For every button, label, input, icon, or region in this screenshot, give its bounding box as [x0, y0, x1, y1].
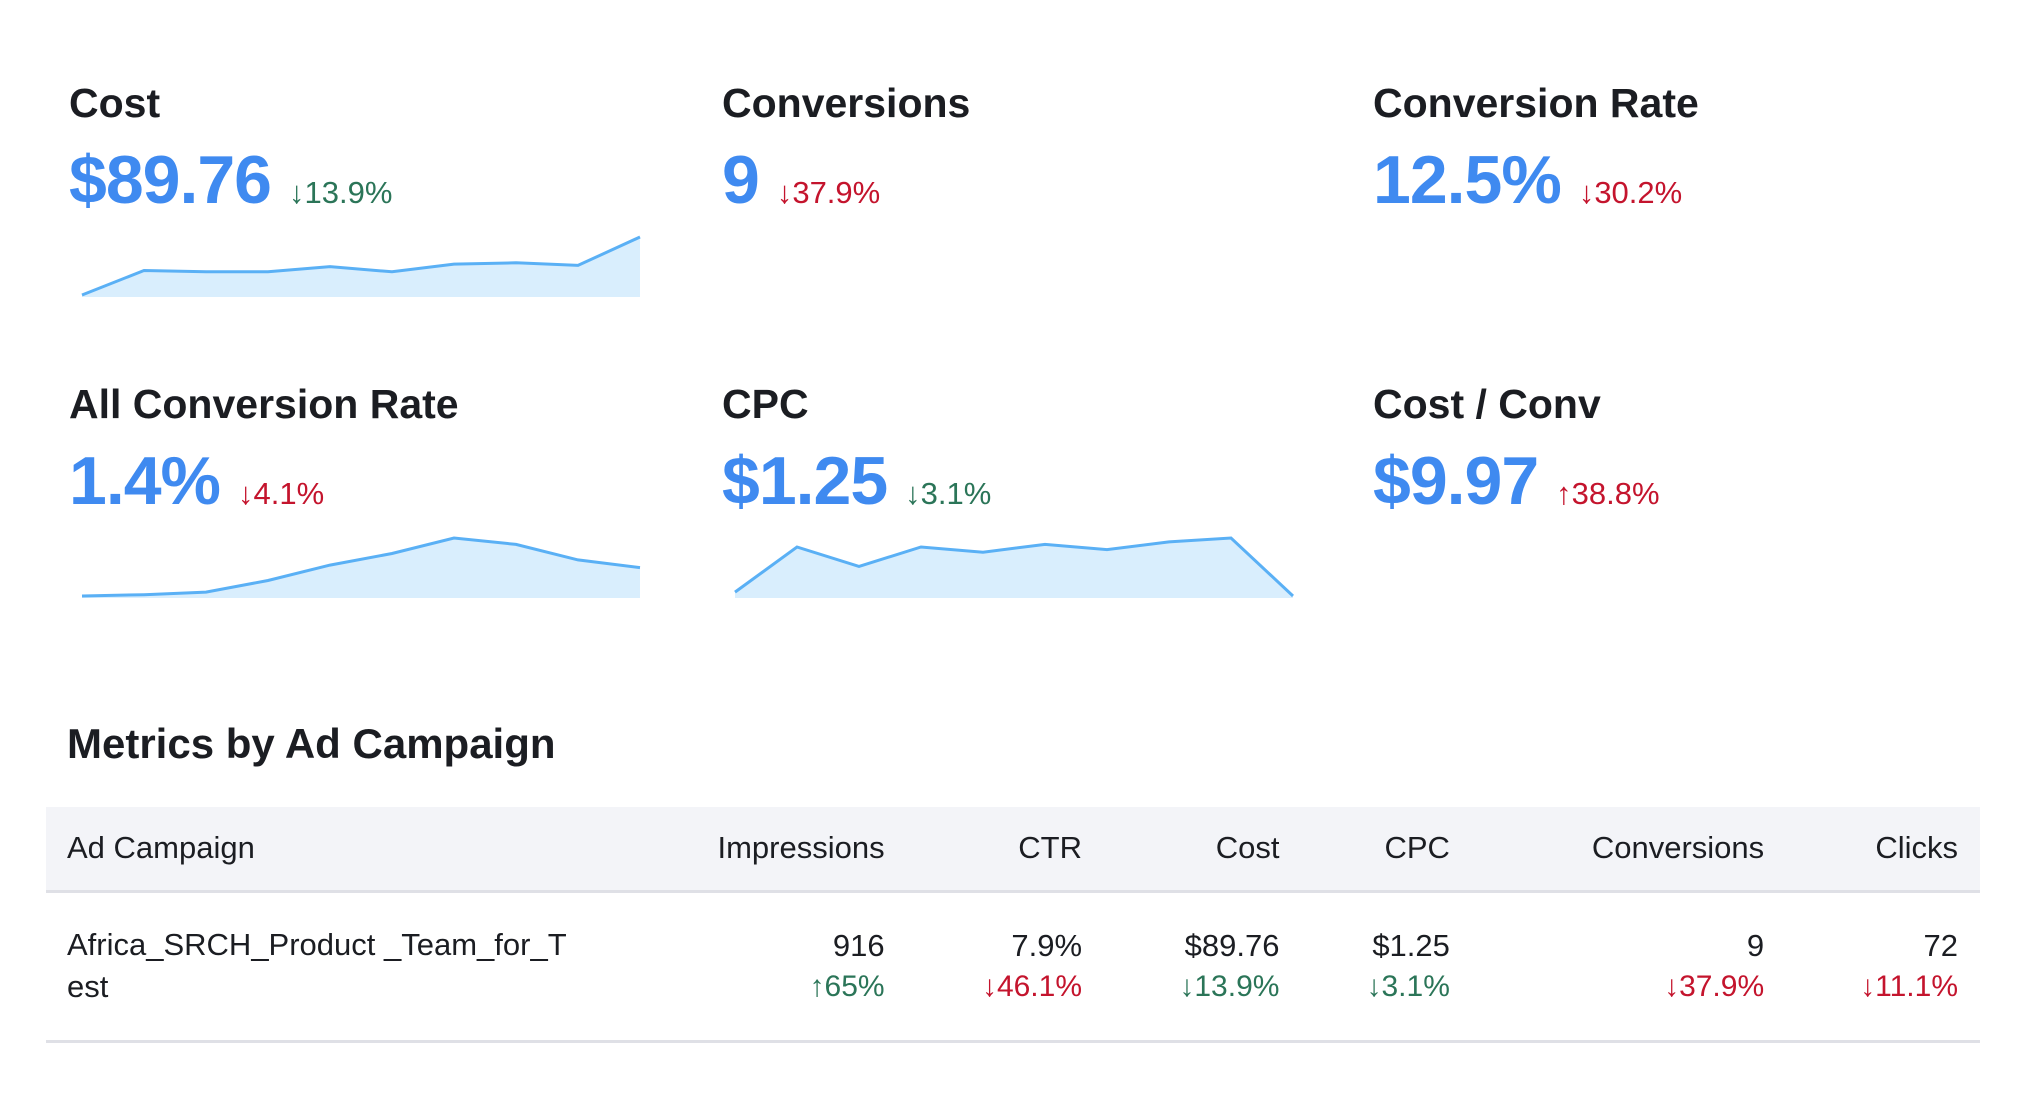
metric-card-conversion-rate: Conversion Rate 12.5% ↓30.2% — [1373, 80, 1973, 218]
metric-card-all-conversion-rate: All Conversion Rate 1.4% ↓4.1% — [69, 381, 669, 598]
cell-value: $89.76 — [1184, 927, 1280, 963]
column-header-ctr[interactable]: CTR — [1018, 830, 1083, 866]
column-header-conversions[interactable]: Conversions — [1591, 830, 1765, 866]
metric-title: Conversions — [722, 80, 971, 126]
cell-value: 9 — [1746, 927, 1765, 963]
sparkline-chart — [734, 536, 1294, 598]
metric-value: 9 — [722, 142, 760, 218]
metric-value: $1.25 — [722, 443, 888, 519]
sparkline-line — [81, 235, 641, 297]
metric-title: Conversion Rate — [1373, 80, 1699, 126]
cell-value: 72 — [1923, 927, 1958, 963]
metric-card-cost: Cost $89.76 ↓13.9% — [69, 80, 669, 297]
sparkline-chart — [81, 235, 641, 297]
cell-delta: ↓13.9% — [1179, 969, 1280, 1003]
sparkline-area — [735, 538, 1293, 598]
metric-title: All Conversion Rate — [69, 381, 459, 427]
metric-value: 1.4% — [69, 443, 221, 519]
metric-delta: ↓4.1% — [238, 476, 325, 511]
metric-delta: ↓30.2% — [1578, 175, 1683, 210]
metric-value: $9.97 — [1373, 443, 1539, 519]
metric-cell: 916 ↑65% — [601, 891, 907, 1041]
metric-card-cpc: CPC $1.25 ↓3.1% — [722, 381, 1322, 598]
table-header-row: Ad Campaign Impressions CTR Cost CPC Conversi… — [46, 807, 1980, 891]
column-header-cost[interactable]: Cost — [1215, 830, 1280, 866]
metric-title: CPC — [722, 381, 809, 427]
metric-cell: 7.9% ↓46.1% — [907, 891, 1104, 1041]
cell-delta: ↓11.1% — [1860, 969, 1958, 1003]
metric-cell: $1.25 ↓3.1% — [1301, 891, 1471, 1041]
metric-value: 12.5% — [1373, 142, 1562, 218]
metric-card-conversions: Conversions 9 ↓37.9% — [722, 80, 1322, 218]
cell-delta: ↓37.9% — [1664, 969, 1765, 1003]
table-row: Africa_SRCH_Product _Team_for_Test 916 ↑65… — [46, 891, 1980, 1041]
cell-delta: ↓3.1% — [1366, 969, 1450, 1003]
column-header-ad-campaign[interactable]: Ad Campaign — [67, 830, 255, 866]
campaign-name: Africa_SRCH_Product _Team_for_Test — [67, 927, 567, 1004]
metric-delta: ↓3.1% — [905, 476, 992, 511]
sparkline-area — [82, 237, 640, 297]
cell-value: 7.9% — [1011, 927, 1083, 963]
cell-delta: ↑65% — [809, 969, 885, 1003]
column-header-impressions[interactable]: Impressions — [717, 830, 885, 866]
metric-value: $89.76 — [69, 142, 272, 218]
metric-delta: ↑38.8% — [1556, 476, 1660, 511]
sparkline-chart — [81, 536, 641, 598]
metric-delta: ↓13.9% — [288, 175, 393, 210]
section-title: Metrics by Ad Campaign — [67, 720, 556, 767]
metric-title: Cost — [69, 80, 161, 126]
metric-cell: 9 ↓37.9% — [1472, 891, 1786, 1041]
sparkline-area — [82, 538, 640, 598]
metric-cell: $89.76 ↓13.9% — [1104, 891, 1301, 1041]
sparkline-line — [734, 536, 1294, 598]
metric-card-cost-conv: Cost / Conv $9.97 ↑38.8% — [1373, 381, 1973, 519]
metric-cell: 72 ↓11.1% — [1786, 891, 1980, 1041]
metric-title: Cost / Conv — [1373, 381, 1601, 427]
campaign-metrics-table: Ad Campaign Impressions CTR Cost CPC Conversi… — [46, 807, 1980, 1043]
column-header-cpc[interactable]: CPC — [1384, 830, 1450, 866]
cell-value: 916 — [832, 927, 885, 963]
column-header-clicks[interactable]: Clicks — [1875, 830, 1958, 866]
cell-delta: ↓46.1% — [981, 969, 1083, 1003]
sparkline-line — [81, 536, 641, 598]
cell-value: $1.25 — [1372, 927, 1450, 963]
metric-delta: ↓37.9% — [776, 175, 881, 210]
